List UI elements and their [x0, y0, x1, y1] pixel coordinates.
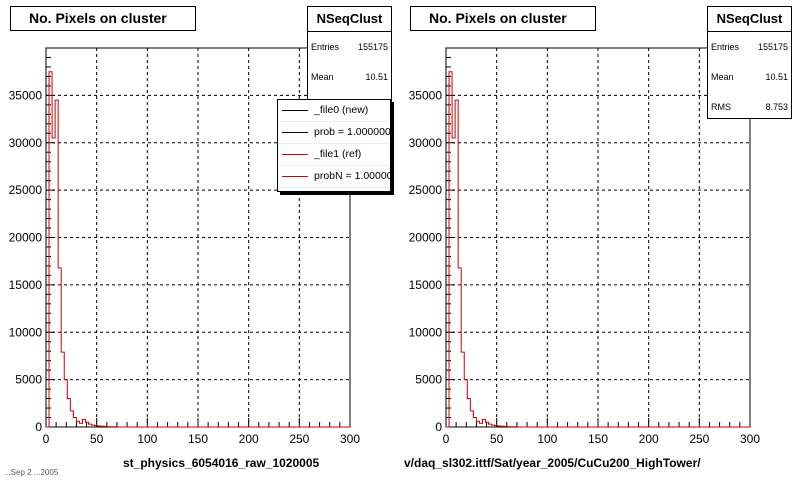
- legend-swatch: [282, 154, 308, 155]
- y-tick-label: 10000: [409, 325, 443, 339]
- left-stats-mean-value: 10.51: [365, 72, 388, 82]
- x-tick-label: 100: [537, 432, 557, 446]
- footer-date-stamp: ...Sep 2 ...2005: [4, 468, 59, 477]
- right-stats-mean-label: Mean: [711, 72, 734, 82]
- right-histogram-plot: 0 50 100 150 200 250 300 0 5000 10000 15000 20000 25…: [409, 47, 760, 446]
- y-tick-label: 10000: [9, 325, 43, 339]
- x-tick-label: 250: [689, 432, 709, 446]
- y-tick-label: 30000: [9, 136, 43, 150]
- legend: _file0 (new) prob = 1.000000 _file1 (ref…: [277, 99, 391, 192]
- legend-label: _file0 (new): [314, 104, 369, 116]
- x-tick-label: 150: [588, 432, 608, 446]
- legend-label: probN = 1.000000: [314, 170, 391, 182]
- left-stats-entries-value: 155175: [357, 42, 388, 52]
- right-stats-rms-value: 8.753: [765, 102, 788, 112]
- right-plot-title: No. Pixels on cluster: [410, 6, 596, 31]
- right-stats-rms-label: RMS: [711, 102, 731, 112]
- legend-swatch: [282, 176, 308, 177]
- left-stats-entries-row: Entries 155175: [308, 32, 391, 62]
- y-tick-label: 0: [435, 420, 442, 434]
- right-stats-entries-label: Entries: [711, 42, 740, 52]
- x-tick-label: 50: [490, 432, 504, 446]
- right-stats-entries-value: 155175: [757, 42, 788, 52]
- y-tick-label: 20000: [9, 231, 43, 245]
- right-stats-rms-row: RMS 8.753: [708, 92, 791, 122]
- x-tick-label: 150: [188, 432, 208, 446]
- y-tick-label: 20000: [409, 231, 443, 245]
- left-x-axis-label: st_physics_6054016_raw_1020005: [123, 456, 320, 470]
- y-tick-label: 30000: [409, 136, 443, 150]
- y-tick-label: 25000: [9, 183, 43, 197]
- right-stats-mean-value: 10.51: [765, 72, 788, 82]
- right-stats-box: NSeqClust Entries 155175 Mean 10.51 RMS …: [707, 6, 792, 119]
- legend-swatch: [282, 110, 308, 111]
- histogram-series: [446, 71, 750, 428]
- left-stats-entries-label: Entries: [311, 42, 340, 52]
- x-tick-label: 300: [340, 432, 360, 446]
- y-tick-label: 5000: [415, 373, 442, 387]
- x-tick-label: 250: [289, 432, 309, 446]
- x-tick-label: 200: [639, 432, 659, 446]
- right-stats-entries-row: Entries 155175: [708, 32, 791, 62]
- left-plot-title: No. Pixels on cluster: [10, 6, 196, 31]
- y-tick-label: 15000: [409, 278, 443, 292]
- x-tick-label: 0: [443, 432, 450, 446]
- y-tick-label: 35000: [409, 88, 443, 102]
- x-tick-label: 300: [740, 432, 760, 446]
- y-tick-label: 35000: [9, 88, 43, 102]
- histogram-series: [46, 71, 350, 428]
- right-stats-name: NSeqClust: [708, 7, 791, 32]
- legend-entry: probN = 1.000000: [278, 166, 390, 188]
- right-x-axis-label: v/daq_sl302.ittf/Sat/year_2005/CuCu200_H…: [404, 456, 701, 470]
- y-tick-label: 5000: [15, 373, 42, 387]
- y-tick-label: 15000: [9, 278, 43, 292]
- legend-swatch: [282, 132, 308, 133]
- right-stats-mean-row: Mean 10.51: [708, 62, 791, 92]
- x-tick-label: 100: [137, 432, 157, 446]
- left-stats-name: NSeqClust: [308, 7, 391, 32]
- x-tick-label: 0: [43, 432, 50, 446]
- left-stats-mean-label: Mean: [311, 72, 334, 82]
- left-stats-mean-row: Mean 10.51: [308, 62, 391, 92]
- legend-entry: _file0 (new): [278, 100, 390, 122]
- y-tick-label: 0: [35, 420, 42, 434]
- legend-label: _file1 (ref): [314, 148, 362, 160]
- y-tick-label: 25000: [409, 183, 443, 197]
- legend-entry: _file1 (ref): [278, 144, 390, 166]
- legend-entry: prob = 1.000000: [278, 122, 390, 144]
- x-tick-label: 200: [239, 432, 259, 446]
- x-tick-label: 50: [90, 432, 104, 446]
- legend-label: prob = 1.000000: [314, 126, 391, 138]
